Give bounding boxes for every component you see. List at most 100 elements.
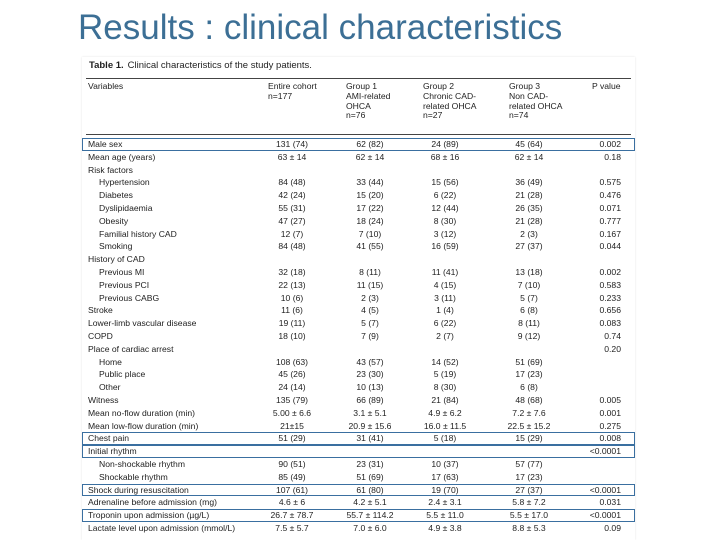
cell-value: 8 (11): [359, 266, 381, 277]
table-row: Witness 135 (79) 66 (89) 21 (84) 48 (68) 0.00…: [82, 394, 635, 407]
row-label: Diabetes: [99, 190, 133, 201]
row-label: Familial history CAD: [99, 228, 177, 239]
table-row: Mean no-flow duration (min) 5.00 ± 6.6 3.1…: [82, 407, 635, 420]
cell-value: 68 ± 16: [430, 151, 460, 162]
cell-value: 8 (30): [433, 215, 457, 226]
cell-p-value: 0.002: [599, 139, 621, 149]
cell-value: 18 (10): [278, 330, 306, 341]
cell-value: 11 (41): [431, 266, 459, 277]
cell-p-value: 0.583: [599, 279, 621, 290]
cell-p-value: 0.005: [599, 394, 621, 405]
cell-p-value: 0.008: [599, 433, 621, 444]
cell-p-value: 0.001: [599, 407, 621, 418]
cell-p-value: 0.083: [599, 318, 621, 329]
table-row: Mean age (years) 63 ± 14 62 ± 14 68 ± 16 62 …: [82, 151, 635, 164]
header-entire-cohort: Entire cohort n=177: [268, 81, 317, 101]
cell-value: 62 (82): [356, 139, 384, 149]
cell-value: 63 ± 14: [277, 151, 307, 162]
table-row: Adrenaline before admission (mg) 4.6 ± 6 4…: [82, 496, 635, 509]
cell-value: 1 (4): [436, 305, 454, 316]
cell-value: 4.2 ± 5.1: [353, 497, 387, 508]
row-label: Place of cardiac arrest: [88, 343, 174, 354]
header-rule: [86, 134, 631, 135]
cell-value: 15 (20): [356, 190, 384, 201]
cell-value: 51 (29): [278, 433, 306, 444]
cell-value: 15 (56): [431, 177, 459, 188]
row-label: Obesity: [99, 215, 129, 226]
cell-value: 6 (8): [520, 305, 538, 316]
table-row: Familial history CAD 12 (7) 7 (10) 3 (12) 2 …: [82, 228, 635, 241]
cell-p-value: 0.233: [599, 292, 621, 303]
table-row: Lactate level upon admission (mmol/L) 7.5…: [82, 522, 635, 535]
header-group-3: Group 3 Non CAD-related OHCA n=74: [509, 81, 563, 121]
cell-value: 36 (49): [515, 177, 543, 188]
cell-value: 23 (31): [356, 458, 384, 469]
cell-p-value: 0.071: [599, 202, 621, 213]
cell-value: 8.8 ± 5.3: [512, 522, 546, 533]
table-row: Mean low-flow duration (min) 21±15 20.9 ± …: [82, 420, 635, 433]
cell-value: 11 (6): [281, 305, 303, 316]
cell-value: 5 (7): [520, 292, 538, 303]
row-label: Lactate level upon admission (mmol/L): [88, 522, 236, 533]
cell-value: 5 (18): [433, 433, 457, 444]
table-body: Male sex 131 (74) 62 (82) 24 (89) 45 (64) 0.0…: [82, 138, 635, 535]
table-row: Shockable rhythm 85 (49) 51 (69) 17 (63) 17 …: [82, 471, 635, 484]
cell-value: 3.1 ± 5.1: [353, 407, 387, 418]
table-row: Dyslipidaemia 55 (31) 17 (22) 12 (44) 26 (35…: [82, 202, 635, 215]
cell-value: 17 (23): [515, 369, 543, 380]
header-p-value: P value: [592, 81, 621, 91]
table-row: Shock during resuscitation 107 (61) 61 (80…: [82, 483, 635, 497]
cell-value: 18 (24): [356, 215, 384, 226]
cell-p-value: 0.275: [599, 420, 621, 431]
slide-title: Results : clinical characteristics: [78, 8, 563, 47]
cell-value: 21 (28): [515, 215, 543, 226]
cell-value: 2 (3): [361, 292, 379, 303]
cell-value: 55 (31): [278, 202, 306, 213]
cell-value: 5.5 ± 17.0: [509, 510, 549, 521]
cell-value: 13 (18): [515, 266, 543, 277]
top-rule: [86, 78, 631, 79]
cell-value: 45 (26): [278, 369, 306, 380]
table-caption: Table 1. Clinical characteristics of the …: [89, 60, 312, 71]
table-row: Risk factors: [82, 164, 635, 177]
cell-value: 17 (23): [515, 471, 543, 482]
row-label: Initial rhythm: [88, 446, 137, 457]
cell-value: 6 (22): [433, 190, 457, 201]
cell-value: 16 (59): [431, 241, 459, 252]
cell-value: 51 (69): [356, 471, 384, 482]
cell-value: 9 (12): [517, 330, 541, 341]
cell-value: 8 (30): [433, 382, 457, 393]
cell-value: 2.4 ± 3.1: [428, 497, 462, 508]
table-row: Previous CABG 10 (6) 2 (3) 3 (11) 5 (7) 0.233: [82, 292, 635, 305]
cell-p-value: 0.09: [604, 522, 621, 533]
row-label: Hypertension: [99, 177, 150, 188]
cell-p-value: 0.777: [599, 215, 621, 226]
cell-value: 51 (69): [515, 356, 543, 367]
cell-value: 10 (37): [431, 458, 459, 469]
cell-value: 107 (61): [275, 484, 308, 495]
cell-value: 5 (19): [433, 369, 457, 380]
cell-value: 2 (7): [436, 330, 454, 341]
cell-value: 7 (10): [358, 228, 382, 239]
table-row: Stroke 11 (6) 4 (5) 1 (4) 6 (8) 0.656: [82, 304, 635, 317]
cell-value: 6 (8): [520, 382, 538, 393]
cell-p-value: 0.476: [599, 190, 621, 201]
row-label: Adrenaline before admission (mg): [88, 497, 217, 508]
cell-value: 19 (11): [278, 318, 306, 329]
cell-value: 12 (44): [431, 202, 459, 213]
table-row: Non-shockable rhythm 90 (51) 23 (31) 10 (37…: [82, 458, 635, 471]
row-label: Previous PCI: [99, 279, 150, 290]
table-row: COPD 18 (10) 7 (9) 2 (7) 9 (12) 0.74: [82, 330, 635, 343]
cell-value: 47 (27): [278, 215, 306, 226]
cell-value: 10 (6): [280, 292, 304, 303]
table-row: Obesity 47 (27) 18 (24) 8 (30) 21 (28) 0.777: [82, 215, 635, 228]
cell-value: 7.2 ± 7.6: [512, 407, 546, 418]
cell-value: 4.6 ± 6: [278, 497, 306, 508]
cell-value: 17 (63): [431, 471, 459, 482]
cell-value: 19 (70): [431, 484, 459, 495]
row-label: Male sex: [88, 139, 123, 149]
cell-value: 4.9 ± 6.2: [428, 407, 462, 418]
table-caption-text: Clinical characteristics of the study pa…: [127, 60, 312, 71]
table-row: Diabetes 42 (24) 15 (20) 6 (22) 21 (28) 0.476: [82, 189, 635, 202]
row-label: Chest pain: [88, 433, 130, 444]
